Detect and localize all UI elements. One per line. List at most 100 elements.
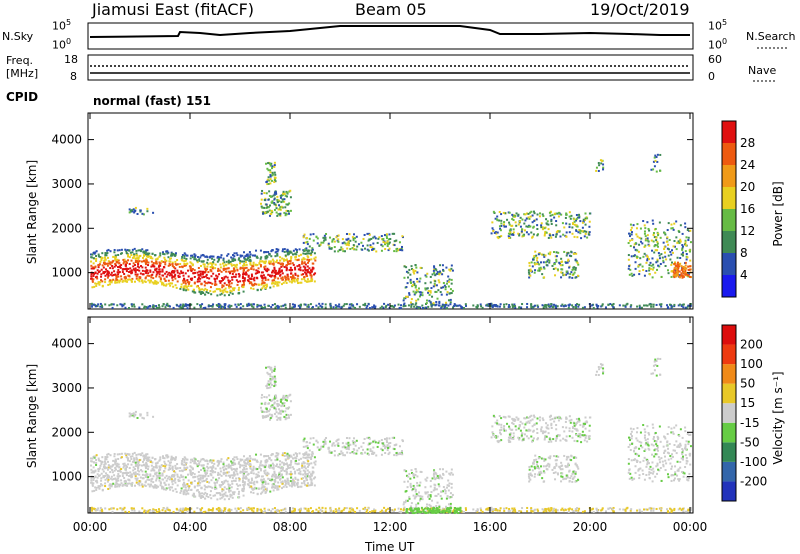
echo-cell bbox=[184, 280, 187, 283]
echo-cell bbox=[538, 263, 541, 266]
echo-cell bbox=[313, 477, 316, 480]
echo-cell bbox=[285, 462, 288, 465]
echo-cell bbox=[656, 260, 659, 263]
echo-cell bbox=[513, 507, 516, 510]
echo-cell bbox=[421, 508, 424, 511]
ytick-label: 3000 bbox=[51, 177, 82, 191]
echo-cell bbox=[268, 194, 271, 197]
echo-cell bbox=[196, 256, 199, 259]
echo-cell bbox=[222, 489, 225, 492]
echo-cell bbox=[441, 273, 444, 276]
echo-cell bbox=[514, 306, 517, 309]
echo-cell bbox=[299, 281, 302, 284]
echo-cell bbox=[351, 304, 354, 307]
echo-cell bbox=[550, 218, 553, 221]
echo-cell bbox=[189, 261, 192, 264]
echo-cell bbox=[261, 483, 264, 486]
echo-cell bbox=[210, 497, 213, 500]
echo-cell bbox=[149, 270, 152, 273]
echo-cell bbox=[214, 290, 217, 293]
echo-cell bbox=[171, 270, 174, 273]
echo-cell bbox=[494, 231, 497, 234]
echo-cell bbox=[158, 268, 161, 271]
echo-cell bbox=[182, 475, 185, 478]
echo-cell bbox=[410, 304, 413, 307]
echo-cell bbox=[105, 466, 108, 469]
echo-cell bbox=[687, 265, 690, 268]
echo-cell bbox=[97, 470, 100, 473]
echo-cell bbox=[186, 262, 189, 265]
echo-cell bbox=[269, 162, 272, 165]
echo-cell bbox=[148, 281, 151, 284]
echo-cell bbox=[685, 271, 688, 274]
echo-cell bbox=[92, 479, 95, 482]
echo-cell bbox=[196, 460, 199, 463]
velocity-panel-frame bbox=[87, 316, 694, 514]
echo-cell bbox=[114, 458, 117, 461]
echo-cell bbox=[293, 280, 296, 283]
echo-cell bbox=[530, 210, 533, 213]
echo-cell bbox=[547, 507, 550, 510]
echo-cell bbox=[686, 256, 689, 259]
echo-cell bbox=[196, 465, 199, 468]
echo-cell bbox=[328, 246, 331, 249]
echo-cell bbox=[418, 295, 421, 298]
echo-cell bbox=[113, 270, 116, 273]
echo-cell bbox=[148, 485, 151, 488]
echo-cell bbox=[293, 303, 296, 306]
echo-cell bbox=[149, 473, 152, 476]
echo-cell bbox=[684, 250, 687, 253]
echo-cell bbox=[687, 239, 690, 242]
echo-cell bbox=[231, 272, 234, 275]
echo-cell bbox=[267, 482, 270, 485]
echo-cell bbox=[165, 508, 168, 511]
echo-cell bbox=[268, 478, 271, 481]
echo-cell bbox=[310, 274, 313, 277]
echo-cell bbox=[194, 459, 197, 462]
echo-cell bbox=[207, 281, 210, 284]
echo-cell bbox=[253, 276, 256, 279]
echo-cell bbox=[210, 479, 213, 482]
echo-cell bbox=[677, 508, 680, 511]
echo-cell bbox=[667, 222, 670, 225]
echo-cell bbox=[122, 262, 125, 265]
echo-cell bbox=[438, 273, 441, 276]
echo-cell bbox=[176, 475, 179, 478]
echo-cell bbox=[230, 256, 233, 259]
echo-cell bbox=[193, 281, 196, 284]
echo-cell bbox=[252, 287, 255, 290]
echo-cell bbox=[416, 277, 419, 280]
echo-cell bbox=[187, 282, 190, 285]
echo-cell bbox=[431, 295, 434, 298]
echo-cell bbox=[421, 304, 424, 307]
echo-cell bbox=[652, 509, 655, 512]
echo-cell bbox=[181, 459, 184, 462]
echo-cell bbox=[407, 271, 410, 274]
echo-cell bbox=[185, 257, 188, 260]
echo-cell bbox=[256, 305, 259, 308]
echo-cell bbox=[225, 464, 228, 467]
echo-cell bbox=[444, 285, 447, 288]
echo-cell bbox=[107, 476, 110, 479]
echo-cell bbox=[689, 229, 692, 232]
echo-cell bbox=[677, 304, 680, 307]
echo-cell bbox=[282, 508, 285, 511]
echo-cell bbox=[232, 270, 235, 273]
echo-cell bbox=[158, 472, 161, 475]
echo-cell bbox=[154, 254, 157, 257]
echo-cell bbox=[94, 266, 97, 269]
echo-cell bbox=[271, 271, 274, 274]
echo-cell bbox=[518, 220, 521, 223]
echo-cell bbox=[132, 265, 135, 268]
echo-cell bbox=[233, 267, 236, 270]
echo-cell bbox=[662, 259, 665, 262]
echo-cell bbox=[134, 471, 137, 474]
echo-cell bbox=[229, 305, 232, 308]
echo-cell bbox=[103, 259, 106, 262]
echo-cell bbox=[242, 270, 245, 273]
echo-cell bbox=[132, 268, 135, 271]
echo-cell bbox=[509, 228, 512, 231]
echo-cell bbox=[667, 254, 670, 257]
echo-cell bbox=[244, 273, 247, 276]
echo-cell bbox=[567, 510, 570, 513]
